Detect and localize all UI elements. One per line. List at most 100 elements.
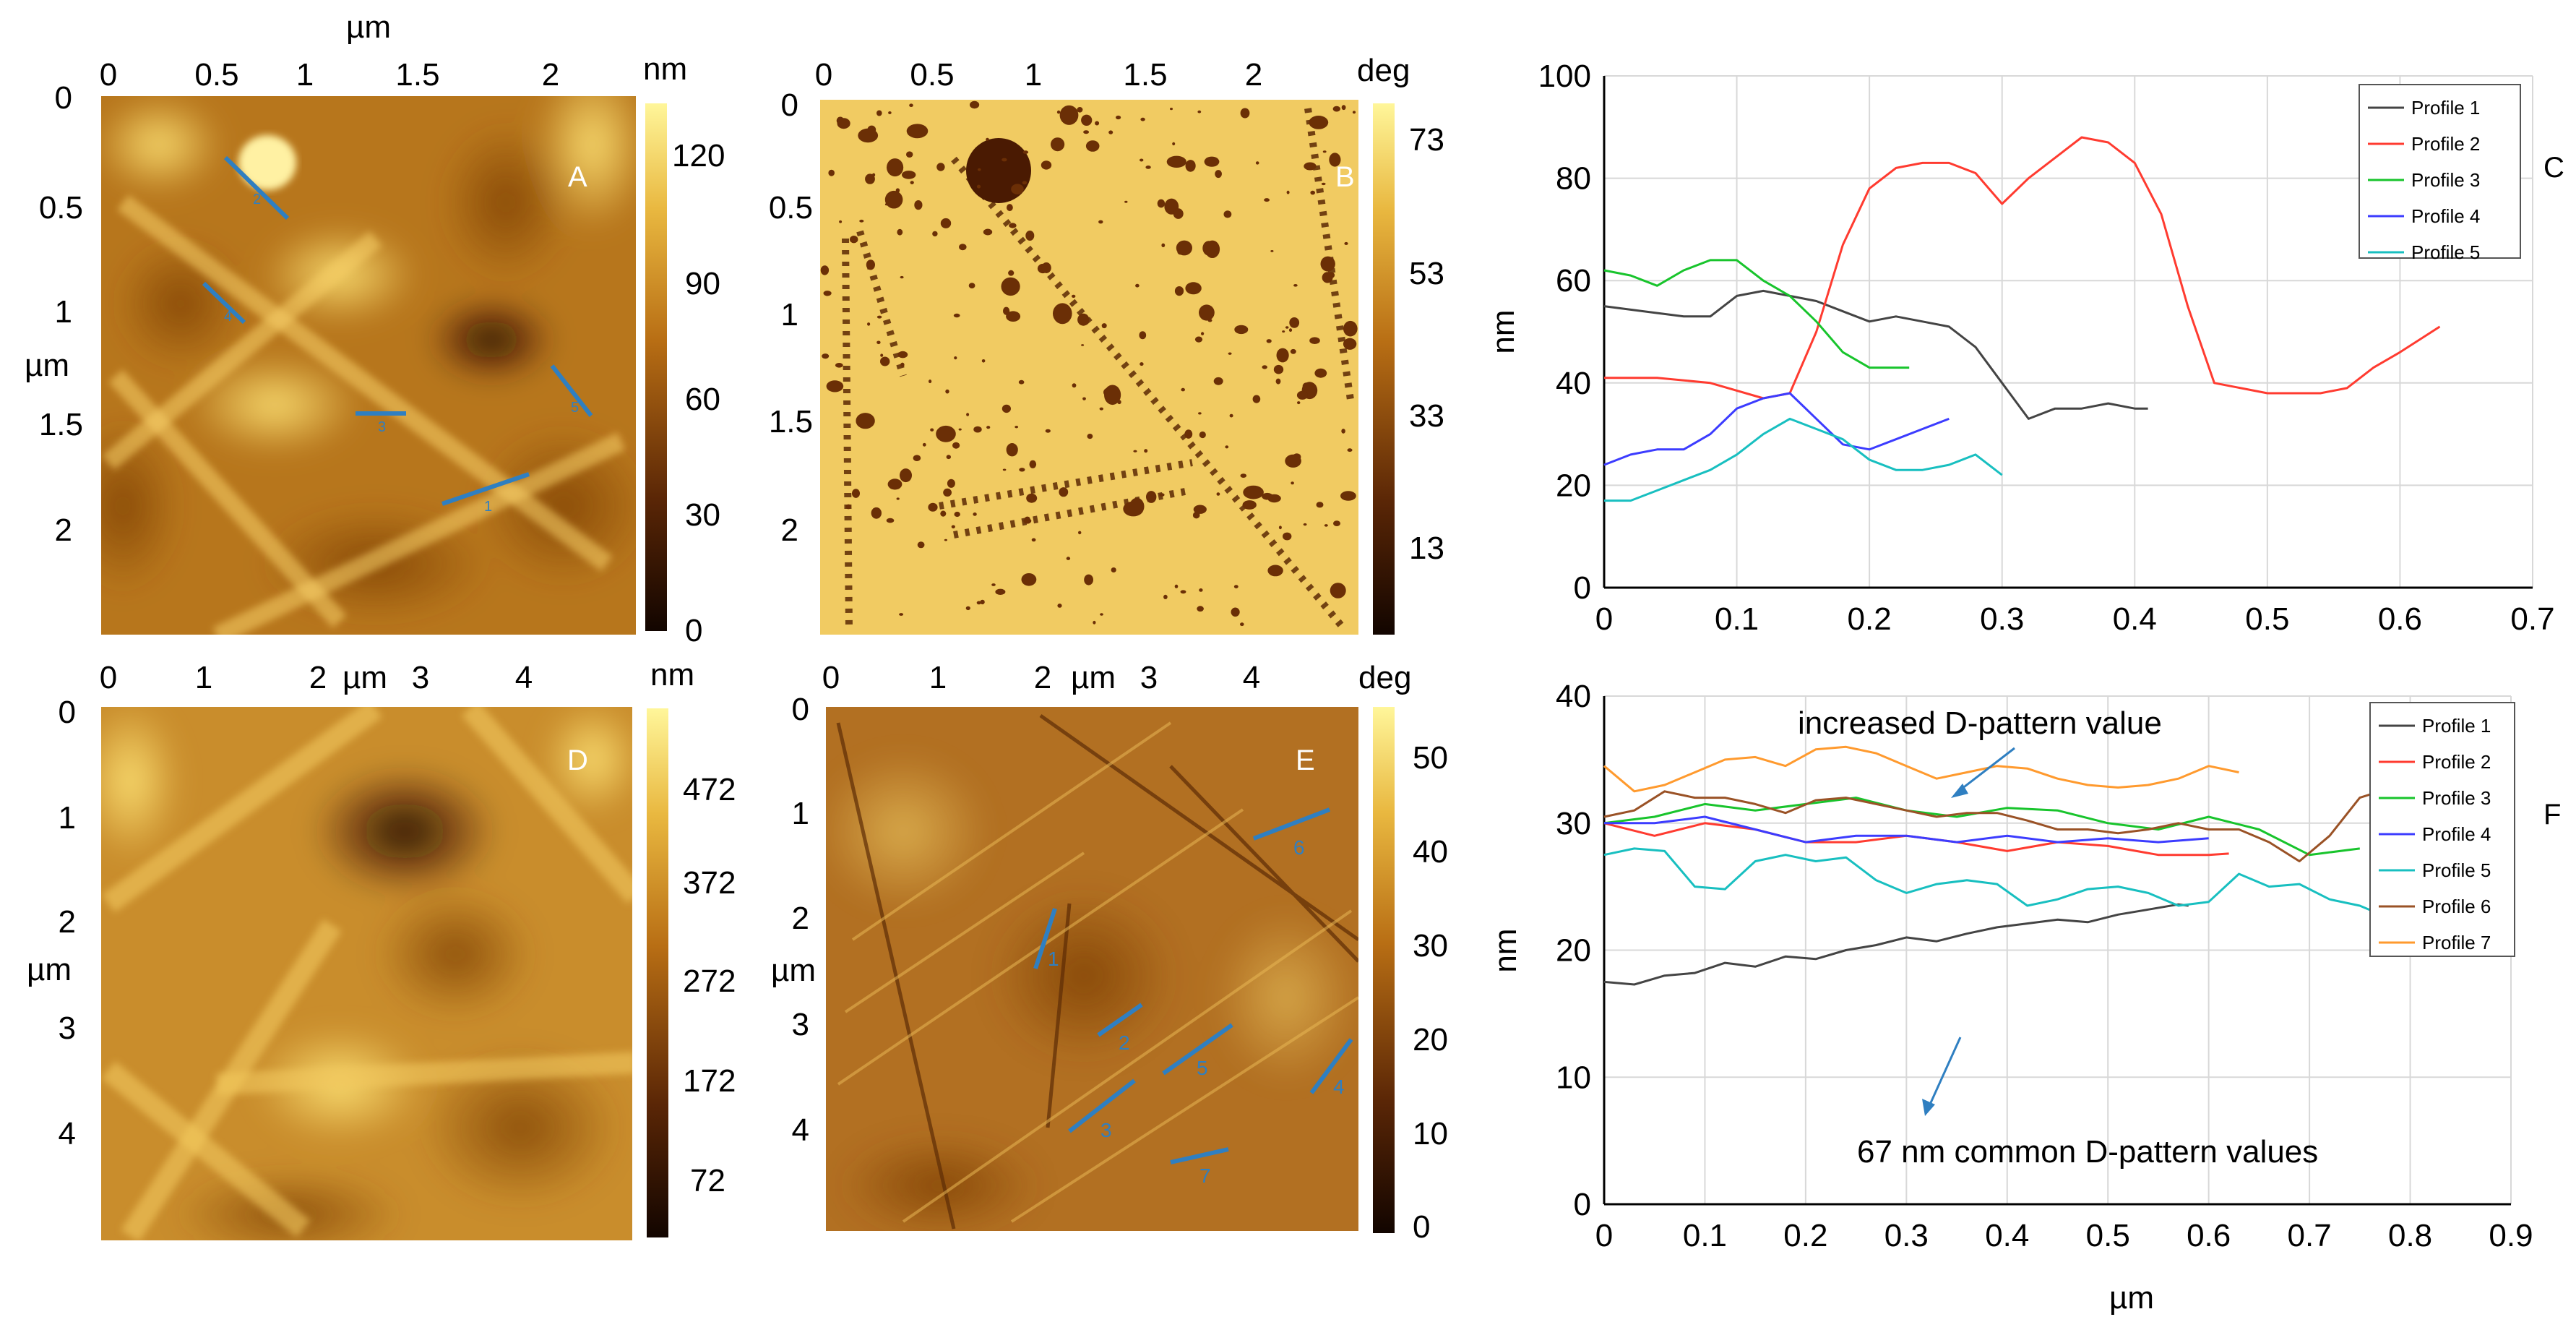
tick-label: 13 (1409, 531, 1444, 566)
legend-label: Profile 4 (2422, 823, 2491, 845)
series-line-profile-2 (1603, 822, 2229, 857)
phase-spot (1082, 397, 1086, 400)
tick-label: 20 (1413, 1022, 1448, 1057)
phase-spot (1296, 390, 1308, 400)
phase-spot (958, 428, 962, 431)
y-axis-label: nm (1486, 309, 1521, 353)
phase-spot (965, 606, 970, 611)
phase-spot (1056, 110, 1061, 114)
profile-label: 3 (1100, 1119, 1112, 1141)
phase-spot (1199, 304, 1215, 321)
phase-spot (1057, 604, 1062, 608)
phase-spot (1304, 162, 1317, 171)
phase-spot (1129, 497, 1145, 515)
y-tick-label: 0 (1574, 570, 1591, 606)
phase-spot (1140, 158, 1144, 162)
phase-spot (1022, 181, 1028, 185)
tick-label: 1.5 (1123, 57, 1167, 93)
annotation-arrowhead (1951, 784, 1968, 798)
axis-unit-x: µm (1071, 660, 1116, 695)
phase-spot (1095, 121, 1100, 126)
phase-spot (1084, 574, 1093, 585)
phase-spot (1007, 204, 1013, 212)
phase-spot (1352, 111, 1356, 114)
phase-spot (1309, 116, 1329, 129)
phase-spot (973, 512, 977, 516)
tick-label: 1.5 (39, 407, 83, 442)
phase-spot (1324, 524, 1328, 527)
phase-spot (980, 599, 985, 605)
tick-label: 73 (1409, 122, 1444, 158)
phase-spot (886, 518, 895, 523)
tick-label: 50 (1413, 740, 1448, 776)
phase-spot (1344, 241, 1348, 245)
colorbar-unit: nm (643, 51, 687, 87)
legend-label: Profile 3 (2411, 169, 2480, 191)
legend-label: Profile 6 (2422, 896, 2491, 917)
phase-spot (1207, 319, 1212, 322)
x-tick-label: 0.6 (2187, 1218, 2231, 1253)
phase-spot (1262, 492, 1273, 500)
phase-spot (1053, 303, 1072, 325)
phase-spot (1197, 606, 1204, 612)
profile-label: 3 (378, 419, 386, 435)
x-tick-label: 0.5 (2245, 601, 2289, 637)
panel-a: 2 4 3 5 1 A µm 0 0.5 1 1.5 2 0 0.5 1 1.5… (25, 9, 725, 648)
profile-label: 4 (1333, 1076, 1345, 1098)
phase-spot (1216, 492, 1220, 496)
phase-spot (1341, 429, 1345, 434)
x-tick-label: 0.7 (2288, 1218, 2332, 1253)
phase-spot (1159, 493, 1165, 497)
phase-spot (1302, 382, 1310, 390)
colorbar-unit: nm (650, 657, 694, 692)
panel-letter: B (1335, 161, 1355, 193)
profile-label: 1 (484, 499, 492, 515)
tick-label: 1 (195, 660, 212, 695)
tick-label: 0.5 (39, 190, 83, 226)
panel-a-colorbar-ticks: 0 30 60 90 120 (672, 138, 725, 648)
x-tick-label: 0.6 (2378, 601, 2422, 637)
phase-spot (914, 200, 923, 210)
legend-label: Profile 1 (2422, 715, 2491, 737)
tick-label: 1.5 (395, 57, 439, 93)
phase-spot (1139, 331, 1147, 340)
tick-label: 4 (1243, 660, 1260, 695)
colorbar-unit: deg (1357, 53, 1410, 88)
series-line-profile-7 (1603, 745, 2239, 793)
panel-a-image (101, 96, 636, 635)
axis-unit-y: µm (25, 348, 69, 383)
annotation-text: increased D-pattern value (1798, 705, 2162, 741)
phase-spot (856, 413, 875, 429)
panel-e-image (826, 707, 1358, 1231)
phase-spot (872, 173, 876, 177)
phase-spot (932, 231, 938, 237)
tick-label: 0.5 (194, 57, 238, 93)
phase-spot (1255, 161, 1259, 165)
legend-label: Profile 7 (2422, 932, 2491, 953)
phase-spot (1029, 460, 1037, 468)
phase-spot (906, 124, 929, 139)
phase-spot (1201, 332, 1205, 335)
y-tick-label: 20 (1556, 468, 1591, 503)
x-tick-label: 0 (1595, 1218, 1613, 1253)
phase-spot (1316, 502, 1324, 508)
phase-spot (1176, 240, 1192, 256)
phase-spot (1289, 317, 1300, 328)
profile-label: 7 (1199, 1164, 1211, 1187)
phase-spot (1135, 283, 1140, 288)
panel-d-x-ticks: 0 1 2 3 4 (100, 660, 533, 695)
phase-spot (1083, 130, 1089, 134)
phase-spot (1240, 473, 1247, 478)
phase-spot (1077, 313, 1090, 326)
legend-box (2359, 84, 2521, 259)
phase-spot (1008, 270, 1015, 276)
y-tick-label: 100 (1538, 59, 1591, 94)
colorbar (647, 708, 668, 1237)
tick-label: 0 (822, 660, 840, 695)
phase-spot (1002, 468, 1007, 471)
phase-spot (1242, 500, 1257, 510)
phase-spot (1202, 241, 1215, 256)
phase-spot (1322, 272, 1333, 283)
phase-spot (1006, 311, 1021, 322)
phase-spot (991, 583, 996, 586)
